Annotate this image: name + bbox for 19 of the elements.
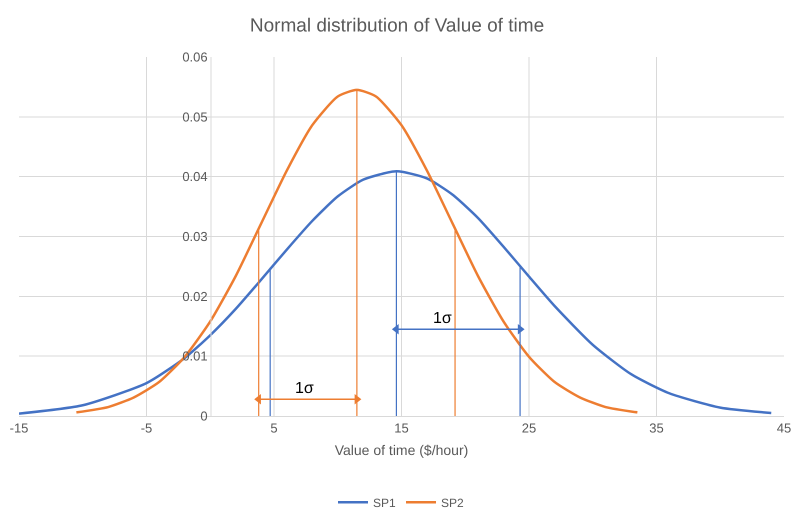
y-tick-label: 0.02 bbox=[182, 288, 208, 304]
x-tick-label: 5 bbox=[270, 420, 278, 436]
x-tick-label: 45 bbox=[776, 420, 792, 436]
chart-title: Normal distribution of Value of time bbox=[250, 16, 544, 37]
x-tick-label: -15 bbox=[10, 420, 28, 436]
x-tick-label: -5 bbox=[140, 420, 152, 436]
x-tick-label: 15 bbox=[394, 420, 409, 436]
x-tick-label: 35 bbox=[649, 420, 664, 436]
x-tick-label: 25 bbox=[522, 420, 536, 436]
y-tick-label: 0 bbox=[200, 408, 208, 424]
x-axis-title: Value of time ($/hour) bbox=[334, 442, 468, 458]
y-tick-label: 0.04 bbox=[182, 169, 208, 184]
y-tick-label: 0.03 bbox=[182, 229, 208, 244]
legend-label: SP2 bbox=[441, 496, 464, 510]
y-tick-label: 0.06 bbox=[182, 50, 208, 65]
annotation: 1σ bbox=[295, 380, 314, 397]
legend-label: SP1 bbox=[373, 496, 396, 510]
annotation: 1σ bbox=[433, 310, 452, 327]
y-tick-label: 0.05 bbox=[182, 109, 208, 124]
